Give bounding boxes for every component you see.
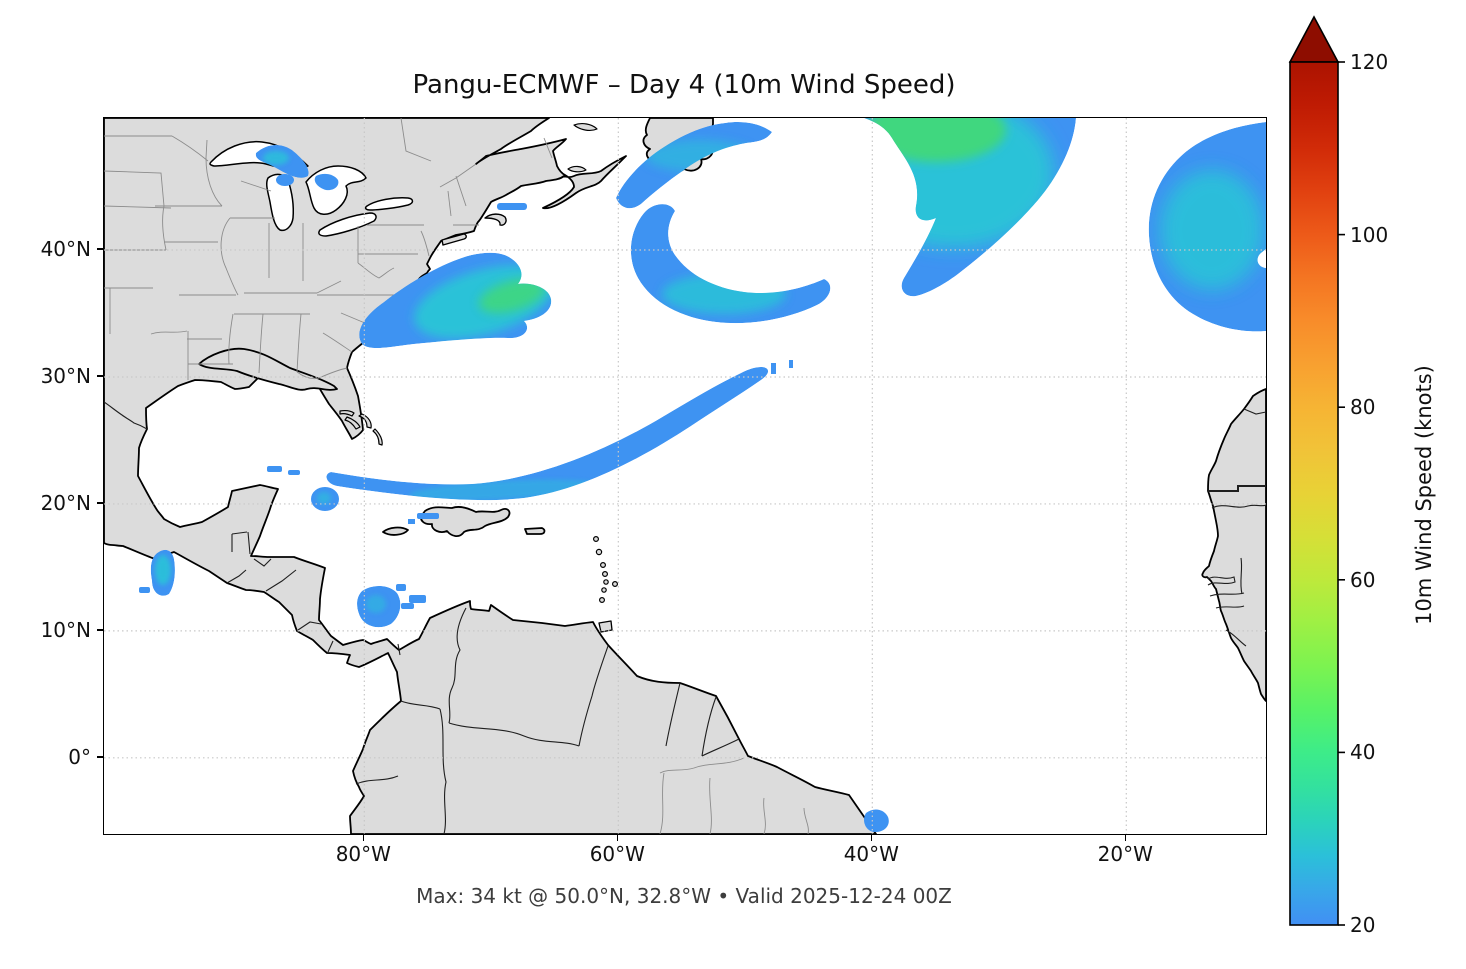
africa-west-coast xyxy=(1201,388,1266,702)
caption: Max: 34 kt @ 50.0°N, 32.8°W • Valid 2025… xyxy=(416,884,952,908)
colorbar-tick-label: 60 xyxy=(1350,567,1376,592)
wind-caribbean-dash xyxy=(396,584,406,591)
colorbar-tick-label: 100 xyxy=(1350,222,1389,247)
chart-title: Pangu-ECMWF – Day 4 (10m Wind Speed) xyxy=(412,70,956,100)
wind-tehuantepec-dash xyxy=(139,587,150,593)
x-tick-mark xyxy=(616,835,619,841)
wind-hispaniola-north-dash xyxy=(408,519,415,524)
lake-ontario xyxy=(364,197,414,211)
wind-arc-fragment xyxy=(288,470,300,475)
colorbar-label: 10m Wind Speed (knots) xyxy=(1412,365,1436,625)
wind-ne-brazil-spot xyxy=(864,809,889,832)
x-tick-mark xyxy=(1124,835,1127,841)
north-south-america-coastline xyxy=(104,118,877,834)
map-svg xyxy=(104,118,1266,834)
lake-erie xyxy=(318,212,377,237)
wind-tehuantepec-blob xyxy=(150,549,175,596)
colorbar-gradient xyxy=(1289,61,1339,926)
wind-sw-caribbean-blob xyxy=(357,585,401,628)
state-borders xyxy=(104,118,553,380)
colorbar-tick-label: 20 xyxy=(1350,913,1376,937)
x-tick-mark xyxy=(362,835,365,841)
y-tick-mark xyxy=(97,375,103,377)
y-tick-label: 20°N xyxy=(40,490,91,515)
brazil-state-lines xyxy=(659,757,809,834)
y-tick-mark xyxy=(97,502,103,504)
y-tick-label: 0° xyxy=(68,744,91,769)
wind-north-atlantic-band xyxy=(864,118,1076,297)
prince-edward-island xyxy=(567,165,587,173)
wind-lake-superior-blob xyxy=(255,144,309,178)
anticosti-island xyxy=(573,123,598,131)
cuba xyxy=(198,347,338,391)
wind-hispaniola-north-dash xyxy=(417,513,439,519)
colorbar-ticks xyxy=(1338,61,1345,926)
colorbar-tick-label: 40 xyxy=(1350,740,1376,765)
y-tick-label: 40°N xyxy=(40,237,91,262)
lesser-antilles xyxy=(431,486,619,604)
colorbar xyxy=(1288,15,1345,926)
trinidad xyxy=(598,620,613,633)
bahamas xyxy=(339,410,383,446)
long-island xyxy=(441,233,467,246)
x-tick-mark xyxy=(870,835,873,841)
landmasses xyxy=(104,118,1266,834)
wind-lake-huron-spot xyxy=(314,173,339,191)
wind-caribbean-dash xyxy=(401,603,414,609)
wind-south-of-cuba-spot xyxy=(311,487,339,511)
wind-west-of-jamaica-dash xyxy=(409,595,426,603)
y-tick-mark xyxy=(97,756,103,758)
y-tick-label: 30°N xyxy=(40,363,91,388)
wind-lake-michigan-spot xyxy=(276,174,294,186)
x-tick-label: 40°W xyxy=(843,842,899,866)
y-tick-label: 10°N xyxy=(40,617,91,642)
wind-subtropical-arc xyxy=(326,367,769,501)
hispaniola xyxy=(420,506,511,537)
puerto-rico xyxy=(524,527,546,535)
map-axes xyxy=(103,117,1267,835)
wind-arc-fragment xyxy=(771,363,776,374)
x-tick-label: 80°W xyxy=(335,842,391,866)
y-tick-mark xyxy=(97,629,103,631)
colorbar-tick-label: 80 xyxy=(1350,395,1376,420)
wind-arc-fragment xyxy=(789,360,793,368)
wind-arc-fragment xyxy=(267,466,282,472)
wind-east-atlantic-blob xyxy=(1148,122,1266,332)
x-tick-label: 60°W xyxy=(589,842,645,866)
wind-swirl-lower-arc xyxy=(630,204,831,324)
country-borders xyxy=(104,401,1266,834)
colorbar-extend-arrow xyxy=(1288,15,1340,63)
x-tick-label: 20°W xyxy=(1097,842,1153,866)
wind-nova-scotia-dash xyxy=(497,203,527,210)
cape-cod xyxy=(484,213,507,226)
grid-lines xyxy=(104,118,1266,834)
colorbar-tick-label: 120 xyxy=(1350,50,1389,74)
y-tick-mark xyxy=(97,248,103,250)
jamaica xyxy=(382,526,409,536)
